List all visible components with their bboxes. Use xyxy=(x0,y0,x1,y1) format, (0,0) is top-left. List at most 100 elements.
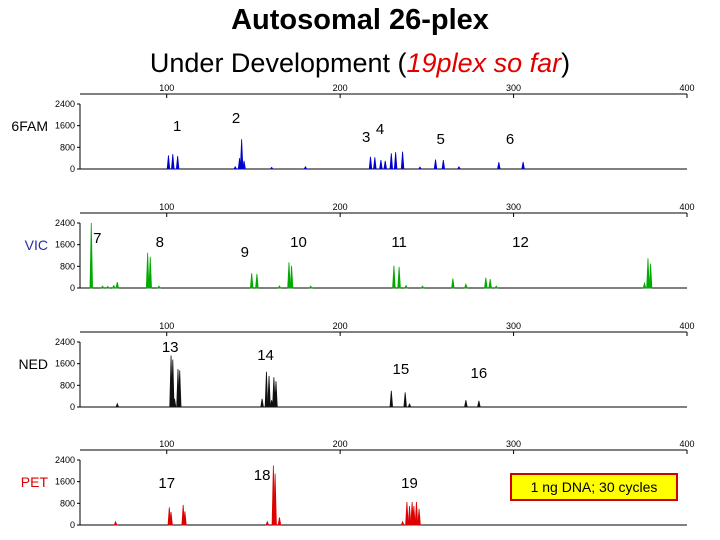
vic-peak xyxy=(397,266,401,289)
vic-marker-label: 8 xyxy=(156,234,164,251)
6fam-peak xyxy=(456,166,461,170)
6fam-peak xyxy=(171,154,175,170)
vic-y-tick-label: 0 xyxy=(70,283,75,293)
vic-peak xyxy=(488,279,492,289)
vic-y-tick-label: 2400 xyxy=(55,218,75,228)
vic-peak xyxy=(255,273,259,289)
pet-y-tick-label: 800 xyxy=(60,498,75,508)
pet-y-tick-label: 2400 xyxy=(55,455,75,465)
vic-peak xyxy=(249,273,254,289)
6fam-y-tick-label: 1600 xyxy=(55,121,75,131)
vic-peak xyxy=(484,277,488,289)
ned-y-tick-label: 1600 xyxy=(55,359,75,369)
ned-marker-label: 14 xyxy=(257,347,274,364)
6fam-x-tick-label: 200 xyxy=(333,83,348,93)
ned-y-tick-label: 800 xyxy=(60,380,75,390)
6fam-peak xyxy=(521,161,525,170)
6fam-peak xyxy=(389,153,394,170)
ned-peak xyxy=(407,403,412,408)
ned-y-tick-label: 2400 xyxy=(55,337,75,347)
6fam-marker-label: 2 xyxy=(232,110,240,127)
pet-x-tick-label: 100 xyxy=(159,439,174,449)
vic-peak xyxy=(392,265,396,289)
vic-marker-label: 9 xyxy=(241,244,249,261)
pet-peak xyxy=(400,520,405,526)
pet-y-tick-label: 0 xyxy=(70,520,75,530)
6fam-marker-label: 4 xyxy=(376,121,384,138)
ned-peak xyxy=(274,381,278,408)
pet-peak xyxy=(277,517,282,526)
ned-dye-label: NED xyxy=(18,356,48,372)
6fam-marker-label: 6 xyxy=(506,131,514,148)
ned-peak xyxy=(272,377,276,408)
ned-peak xyxy=(267,375,271,408)
vic-peak xyxy=(145,252,150,289)
ned-peak xyxy=(115,402,120,408)
pet-peak xyxy=(405,501,409,526)
vic-peak xyxy=(404,284,409,289)
6fam-peak xyxy=(166,155,171,170)
6fam-y-tick-label: 800 xyxy=(60,142,75,152)
vic-peak xyxy=(105,285,110,289)
6fam-y-tick-label: 2400 xyxy=(55,99,75,109)
pet-marker-label: 17 xyxy=(158,475,175,492)
6fam-peak xyxy=(175,155,180,170)
page-subtitle: Under Development (19plex so far) xyxy=(0,48,720,79)
pet-peak xyxy=(407,506,412,526)
page-title: Autosomal 26-plex xyxy=(231,4,489,36)
6fam-peak xyxy=(383,160,388,170)
ned-marker-label: 13 xyxy=(162,339,179,356)
pet-marker-label: 18 xyxy=(254,467,271,484)
ned-x-tick-label: 100 xyxy=(159,321,174,331)
vic-x-tick-label: 100 xyxy=(159,202,174,212)
vic-peak xyxy=(420,285,425,289)
6fam-marker-label: 1 xyxy=(173,118,181,135)
vic-peak xyxy=(642,281,647,289)
pet-peak xyxy=(273,473,277,526)
6fam-peak xyxy=(379,160,383,170)
vic-x-tick-label: 400 xyxy=(679,202,694,212)
ned-x-tick-label: 200 xyxy=(333,321,348,331)
pet-peak xyxy=(412,506,416,526)
6fam-peak xyxy=(303,166,308,170)
vic-peak xyxy=(451,278,455,289)
vic-peak xyxy=(646,258,650,289)
ned-peak xyxy=(171,359,175,408)
pet-peak xyxy=(183,511,187,526)
ned-peak xyxy=(260,398,264,408)
vic-peak xyxy=(464,282,468,289)
ned-peak xyxy=(477,400,481,408)
6fam-peak xyxy=(373,157,377,170)
6fam-marker-label: 3 xyxy=(362,129,370,146)
vic-x-tick-label: 300 xyxy=(506,202,521,212)
vic-peak xyxy=(148,256,152,289)
6fam-peak xyxy=(242,160,246,170)
vic-marker-label: 10 xyxy=(290,234,307,251)
subtitle-prefix: Under Development ( xyxy=(149,48,407,78)
subtitle-highlight: 19plex so far xyxy=(406,48,562,78)
subtitle-suffix: ) xyxy=(561,48,571,78)
6fam-peak xyxy=(441,160,446,170)
vic-peak xyxy=(100,285,105,289)
vic-peak xyxy=(289,265,294,289)
6fam-x-tick-label: 400 xyxy=(679,83,694,93)
ned-y-tick-label: 0 xyxy=(70,402,75,412)
pet-peak xyxy=(169,511,173,526)
pet-peak xyxy=(113,520,118,526)
6fam-y-tick-label: 0 xyxy=(70,164,75,174)
ned-peak xyxy=(264,371,269,408)
vic-peak xyxy=(287,262,291,289)
vic-y-tick-label: 1600 xyxy=(55,240,75,250)
6fam-peak xyxy=(433,159,438,170)
6fam-peak xyxy=(393,152,398,170)
pet-x-tick-label: 300 xyxy=(506,439,521,449)
vic-peak xyxy=(494,285,499,289)
vic-peak xyxy=(308,285,313,289)
6fam-peak xyxy=(417,166,422,170)
vic-peak xyxy=(277,285,282,289)
conditions-note: 1 ng DNA; 30 cycles xyxy=(510,473,678,501)
pet-peak xyxy=(414,501,419,526)
pet-dye-label: PET xyxy=(21,474,49,490)
ned-marker-label: 16 xyxy=(471,365,488,382)
